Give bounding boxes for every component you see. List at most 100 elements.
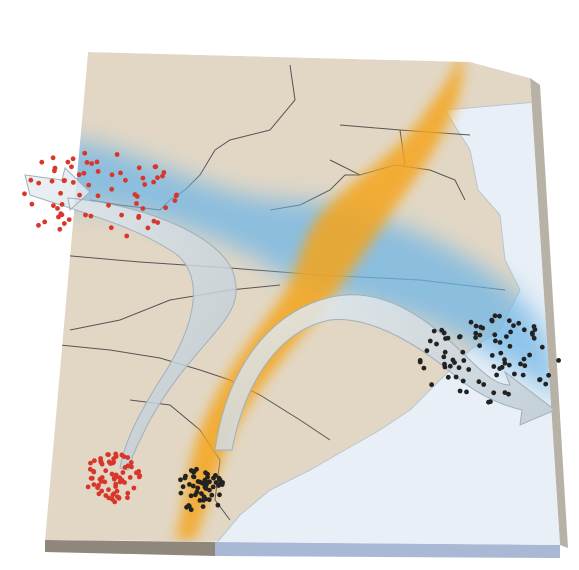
black-particle <box>473 323 479 329</box>
black-particle <box>492 332 498 338</box>
red-particle <box>87 466 93 472</box>
plume <box>175 52 466 540</box>
red-particle <box>28 177 34 183</box>
border-line <box>69 284 281 331</box>
red-particle <box>153 164 159 170</box>
red-particle <box>114 488 120 494</box>
black-particle <box>213 480 219 485</box>
red-particle <box>51 203 56 209</box>
black-particle <box>466 367 472 372</box>
black-particle <box>520 372 526 378</box>
black-particle <box>195 479 201 484</box>
red-particle <box>128 460 134 465</box>
red-particle <box>110 492 116 498</box>
red-particle <box>140 206 146 211</box>
red-particle <box>172 198 178 204</box>
black-particle <box>195 485 201 491</box>
black-particle <box>203 470 208 476</box>
red-particle <box>56 214 61 220</box>
black-particle <box>497 340 503 345</box>
black-particle <box>421 365 427 371</box>
red-particle <box>173 193 179 199</box>
red-particle <box>145 225 151 231</box>
red-particle <box>62 178 67 183</box>
black-particle <box>531 335 537 341</box>
black-particle <box>486 399 491 405</box>
red-particle <box>95 193 101 199</box>
black-particle <box>445 374 451 380</box>
black-particle <box>492 313 498 319</box>
red-particle <box>106 452 111 458</box>
red-particle <box>55 206 60 211</box>
black-particle <box>447 363 453 369</box>
red-particle <box>151 218 157 224</box>
red-particle <box>59 202 65 207</box>
red-particle <box>91 482 97 487</box>
black-particle <box>468 319 474 325</box>
red-particle <box>58 190 63 196</box>
black-particle <box>434 341 439 347</box>
black-particle <box>464 389 469 395</box>
black-particle <box>539 344 545 350</box>
black-particle <box>205 474 210 480</box>
red-particle <box>99 488 105 494</box>
black-particle <box>477 343 482 349</box>
black-particle <box>217 492 222 498</box>
red-particle <box>103 468 109 474</box>
black-particle <box>180 484 186 490</box>
red-particle <box>125 495 130 501</box>
red-particle <box>96 482 101 488</box>
black-particle <box>506 362 512 368</box>
red-particle <box>70 156 76 162</box>
black-particle <box>441 354 447 360</box>
black-particle <box>188 493 194 499</box>
black-particle <box>522 363 528 369</box>
slab-front-land <box>45 540 215 556</box>
black-particle <box>194 489 200 495</box>
black-particle <box>543 381 549 387</box>
red-particle <box>39 159 45 165</box>
black-particle <box>556 358 561 363</box>
red-particle <box>83 212 88 218</box>
red-particle <box>98 479 104 484</box>
red-particle <box>85 484 91 490</box>
red-particle <box>125 455 131 460</box>
red-particle <box>59 212 65 218</box>
black-particle <box>502 360 508 366</box>
black-particle <box>489 353 495 358</box>
red-particle <box>88 460 93 466</box>
red-particle <box>81 170 87 176</box>
black-particle <box>443 336 448 341</box>
red-particle <box>52 168 57 174</box>
red-particle <box>115 494 120 500</box>
red-particle <box>89 161 95 167</box>
black-particle <box>497 366 503 371</box>
black-particle <box>453 374 459 380</box>
red-particle <box>77 192 82 198</box>
red-particle <box>119 452 125 458</box>
black-particle <box>427 338 433 344</box>
red-particle <box>119 212 124 218</box>
red-particle <box>50 155 56 161</box>
black-particle <box>491 390 497 396</box>
red-particle <box>110 460 116 466</box>
black-particle <box>197 498 203 503</box>
red-particle <box>69 164 74 170</box>
black-particle <box>521 327 527 333</box>
red-particle <box>117 475 123 481</box>
black-particle <box>456 365 462 371</box>
black-particle <box>477 332 483 338</box>
black-particle <box>531 324 537 329</box>
red-particle <box>91 469 97 475</box>
black-particle <box>497 313 502 319</box>
red-particle <box>125 463 131 469</box>
red-particle <box>155 220 161 226</box>
red-particle <box>98 458 104 464</box>
black-particle <box>417 359 423 365</box>
black-particle <box>187 482 192 487</box>
black-particle <box>188 507 194 513</box>
red-particle <box>106 459 112 465</box>
black-particle <box>209 492 215 498</box>
map-surface <box>45 52 560 545</box>
